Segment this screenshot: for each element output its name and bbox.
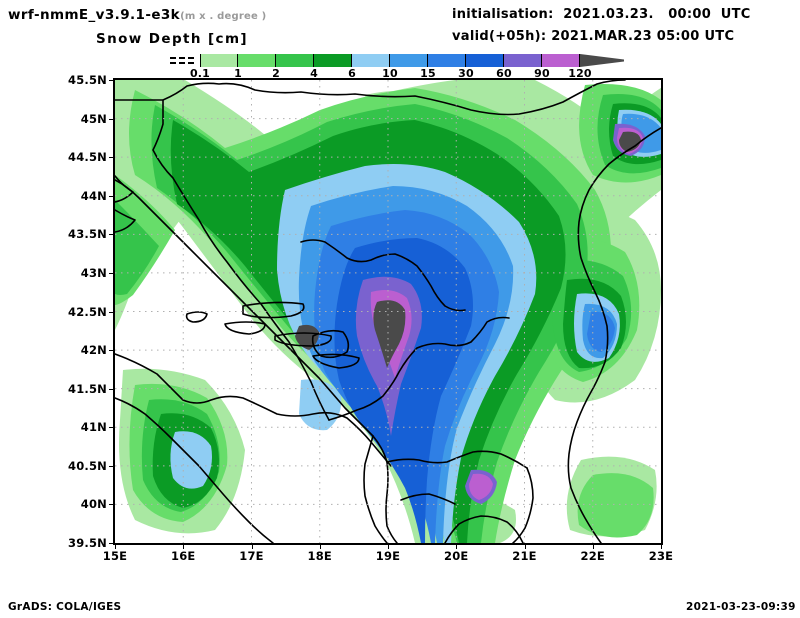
render-timestamp: 2021-03-23-09:39: [686, 601, 796, 613]
x-axis-label-23E: 23E: [648, 549, 674, 563]
contour-band-120: [295, 131, 641, 368]
model-units: (m x . degree ): [180, 11, 267, 22]
colorbar-swatches: [200, 54, 580, 67]
x-axis-tick: [524, 543, 526, 549]
y-axis-label-43.5N: 43.5N: [68, 227, 107, 242]
y-axis-tick: [109, 388, 115, 390]
y-axis-tick: [109, 195, 115, 197]
y-axis-label-42.5N: 42.5N: [68, 304, 107, 319]
x-axis-tick: [115, 543, 116, 549]
y-axis-label-39.5N: 39.5N: [68, 536, 107, 550]
colorbar-swatch-2: [276, 54, 314, 67]
y-axis-tick: [109, 427, 115, 429]
colorbar-label-6: 6: [348, 67, 356, 80]
colorbar-swatch-10: [390, 54, 428, 67]
colorbar-label-15: 15: [420, 67, 436, 80]
y-axis-tick: [109, 80, 115, 81]
grads-credit: GrADS: COLA/IGES: [8, 601, 122, 613]
x-axis-label-22E: 22E: [580, 549, 605, 563]
x-axis-label-17E: 17E: [239, 549, 264, 563]
map-plot-area[interactable]: [113, 78, 663, 545]
y-axis-label-41N: 41N: [80, 420, 107, 435]
colorbar-swatch-6: [352, 54, 390, 67]
colorbar-swatch-1: [238, 54, 276, 67]
colorbar-label-0.1: 0.1: [189, 67, 211, 80]
x-axis-tick: [251, 543, 253, 549]
colorbar-label-30: 30: [458, 67, 474, 80]
x-axis-label-15E: 15E: [102, 549, 128, 563]
x-axis-tick: [183, 543, 185, 549]
colorbar-label-4: 4: [310, 67, 318, 80]
snow-depth-field: [115, 80, 661, 543]
grid-lines: [115, 80, 661, 543]
y-axis-tick: [109, 350, 115, 352]
valid-time: valid(+05h): 2021.MAR.23 05:00 UTC: [452, 29, 735, 44]
field-title: Snow Depth [cm]: [96, 31, 248, 47]
x-axis-label-16E: 16E: [171, 549, 196, 563]
y-axis-label-45.5N: 45.5N: [68, 73, 107, 87]
colorbar-swatch-4: [314, 54, 352, 67]
x-axis-tick: [388, 543, 389, 549]
y-axis-label-43N: 43N: [80, 265, 107, 280]
colorbar-label-120: 120: [568, 67, 592, 80]
colorbar-label-60: 60: [496, 67, 512, 80]
y-axis-tick: [109, 272, 115, 274]
initialisation-time: initialisation: 2021.03.23. 00:00 UTC: [452, 7, 751, 22]
y-axis-tick: [109, 543, 115, 544]
colorbar-swatch-90: [542, 54, 580, 67]
x-axis-label-20E: 20E: [444, 549, 469, 563]
y-axis-label-45N: 45N: [80, 111, 107, 126]
y-axis-tick: [109, 504, 115, 506]
colorbar-swatch-15: [428, 54, 466, 67]
colorbar-label-90: 90: [534, 67, 550, 80]
colorbar-label-2: 2: [272, 67, 280, 80]
model-title: wrf-nmmE_v3.9.1-e3k(m x . degree ): [8, 7, 266, 23]
y-axis-tick: [109, 465, 115, 467]
x-axis-label-19E: 19E: [375, 549, 401, 563]
y-axis-label-40N: 40N: [80, 497, 107, 512]
x-axis-tick: [456, 543, 458, 549]
colorbar-swatch-0.1: [200, 54, 238, 67]
model-name: wrf-nmmE_v3.9.1-e3k: [8, 7, 181, 23]
colorbar-swatch-60: [504, 54, 542, 67]
dashed-zero-marker-icon: [170, 57, 198, 65]
y-axis-label-44N: 44N: [80, 188, 107, 203]
y-axis-tick: [109, 234, 115, 236]
x-axis-tick: [319, 543, 321, 549]
colorbar-label-1: 1: [234, 67, 242, 80]
y-axis-label-40.5N: 40.5N: [68, 458, 107, 473]
colorbar-label-10: 10: [382, 67, 398, 80]
x-axis-label-18E: 18E: [307, 549, 332, 563]
y-axis-label-42N: 42N: [80, 343, 107, 358]
x-axis-label-21E: 21E: [512, 549, 537, 563]
colorbar-overflow-arrow-icon: [580, 54, 624, 67]
colorbar-swatch-30: [466, 54, 504, 67]
x-axis-tick: [592, 543, 594, 549]
y-axis-label-44.5N: 44.5N: [68, 150, 107, 165]
x-axis-tick: [661, 543, 662, 549]
y-axis-tick: [109, 157, 115, 159]
y-axis-tick: [109, 311, 115, 313]
y-axis-label-41.5N: 41.5N: [68, 381, 107, 396]
y-axis-tick: [109, 118, 115, 120]
coastlines-and-borders: [115, 80, 661, 543]
